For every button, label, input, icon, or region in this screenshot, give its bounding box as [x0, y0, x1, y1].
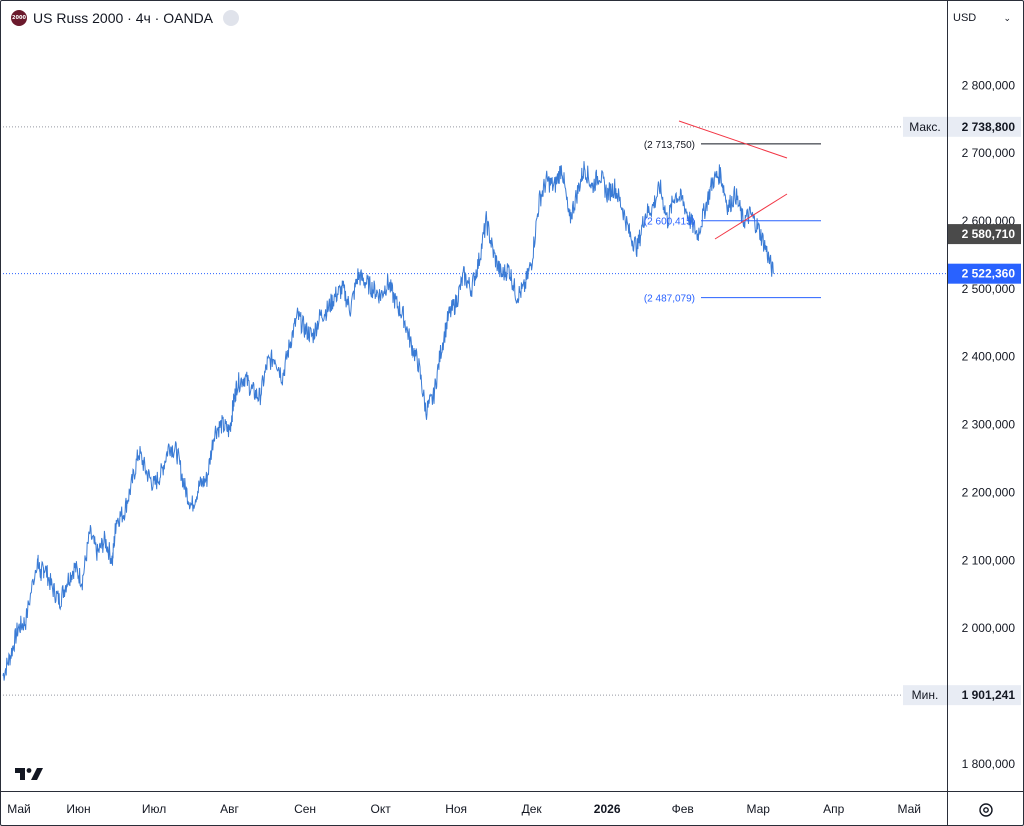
x-tick-label: Авг — [220, 802, 239, 816]
x-tick-label: Май — [7, 802, 31, 816]
level-label: (2 487,079) — [644, 294, 695, 305]
x-tick-label: Июл — [142, 802, 166, 816]
x-tick-label: Дек — [522, 802, 543, 816]
x-tick-label: Окт — [370, 802, 391, 816]
max-label: Макс. — [909, 120, 941, 134]
x-tick-label: Фев — [672, 802, 694, 816]
max-label-box — [903, 116, 947, 137]
max-value-label: 2 738,800 — [962, 120, 1016, 134]
x-tick-label: Апр — [823, 802, 845, 816]
status-dot-icon[interactable] — [223, 10, 240, 26]
min-value-label: 1 901,241 — [962, 688, 1016, 702]
y-tick-label: 2 400,000 — [962, 350, 1016, 364]
prev-close-box — [948, 224, 1021, 245]
prev-close-label: 2 580,710 — [962, 227, 1016, 241]
max-value-box — [948, 116, 1021, 137]
y-tick-label: 2 300,000 — [962, 418, 1016, 432]
price-series-line[interactable] — [2, 161, 774, 681]
y-tick-label: 1 800,000 — [962, 757, 1016, 771]
chart-header: 2000 US Russ 2000 · 4ч · OANDA — [11, 7, 240, 29]
y-tick-label: 2 800,000 — [962, 78, 1016, 92]
y-tick-label: 2 000,000 — [962, 621, 1016, 635]
x-tick-label: Мар — [746, 802, 770, 816]
y-tick-label: 2 200,000 — [962, 485, 1016, 499]
x-tick-label: Ноя — [445, 802, 467, 816]
triangle-lower-line[interactable] — [714, 193, 788, 240]
currency-label: USD — [953, 12, 977, 24]
symbol-logo-icon[interactable]: 2000 — [11, 10, 27, 26]
chevron-down-icon: ⌄ — [1003, 12, 1011, 23]
x-tick-label: Июн — [66, 802, 90, 816]
last-price-label: 2 522,360 — [962, 267, 1016, 281]
y-tick-label: 2 100,000 — [962, 553, 1016, 567]
gear-icon[interactable] — [976, 800, 996, 820]
min-label: Мин. — [912, 688, 939, 702]
triangle-upper-line[interactable] — [678, 120, 788, 159]
last-price-box — [948, 263, 1021, 284]
y-tick-label: 2 700,000 — [962, 146, 1016, 160]
y-tick-label: 2 500,000 — [962, 282, 1016, 296]
x-tick-label: Май — [897, 802, 921, 816]
min-value-box — [948, 685, 1021, 706]
x-tick-label: 2026 — [594, 802, 621, 816]
level-label: (2 713,750) — [644, 140, 695, 151]
min-label-box — [903, 685, 947, 706]
level-label: (2 600,415) — [644, 217, 695, 228]
tradingview-logo-icon[interactable] — [13, 765, 45, 783]
symbol-title[interactable]: US Russ 2000 · 4ч · OANDA — [33, 10, 214, 26]
x-tick-label: Сен — [294, 802, 316, 816]
currency-selector[interactable]: USD ⌄ — [949, 7, 1015, 29]
